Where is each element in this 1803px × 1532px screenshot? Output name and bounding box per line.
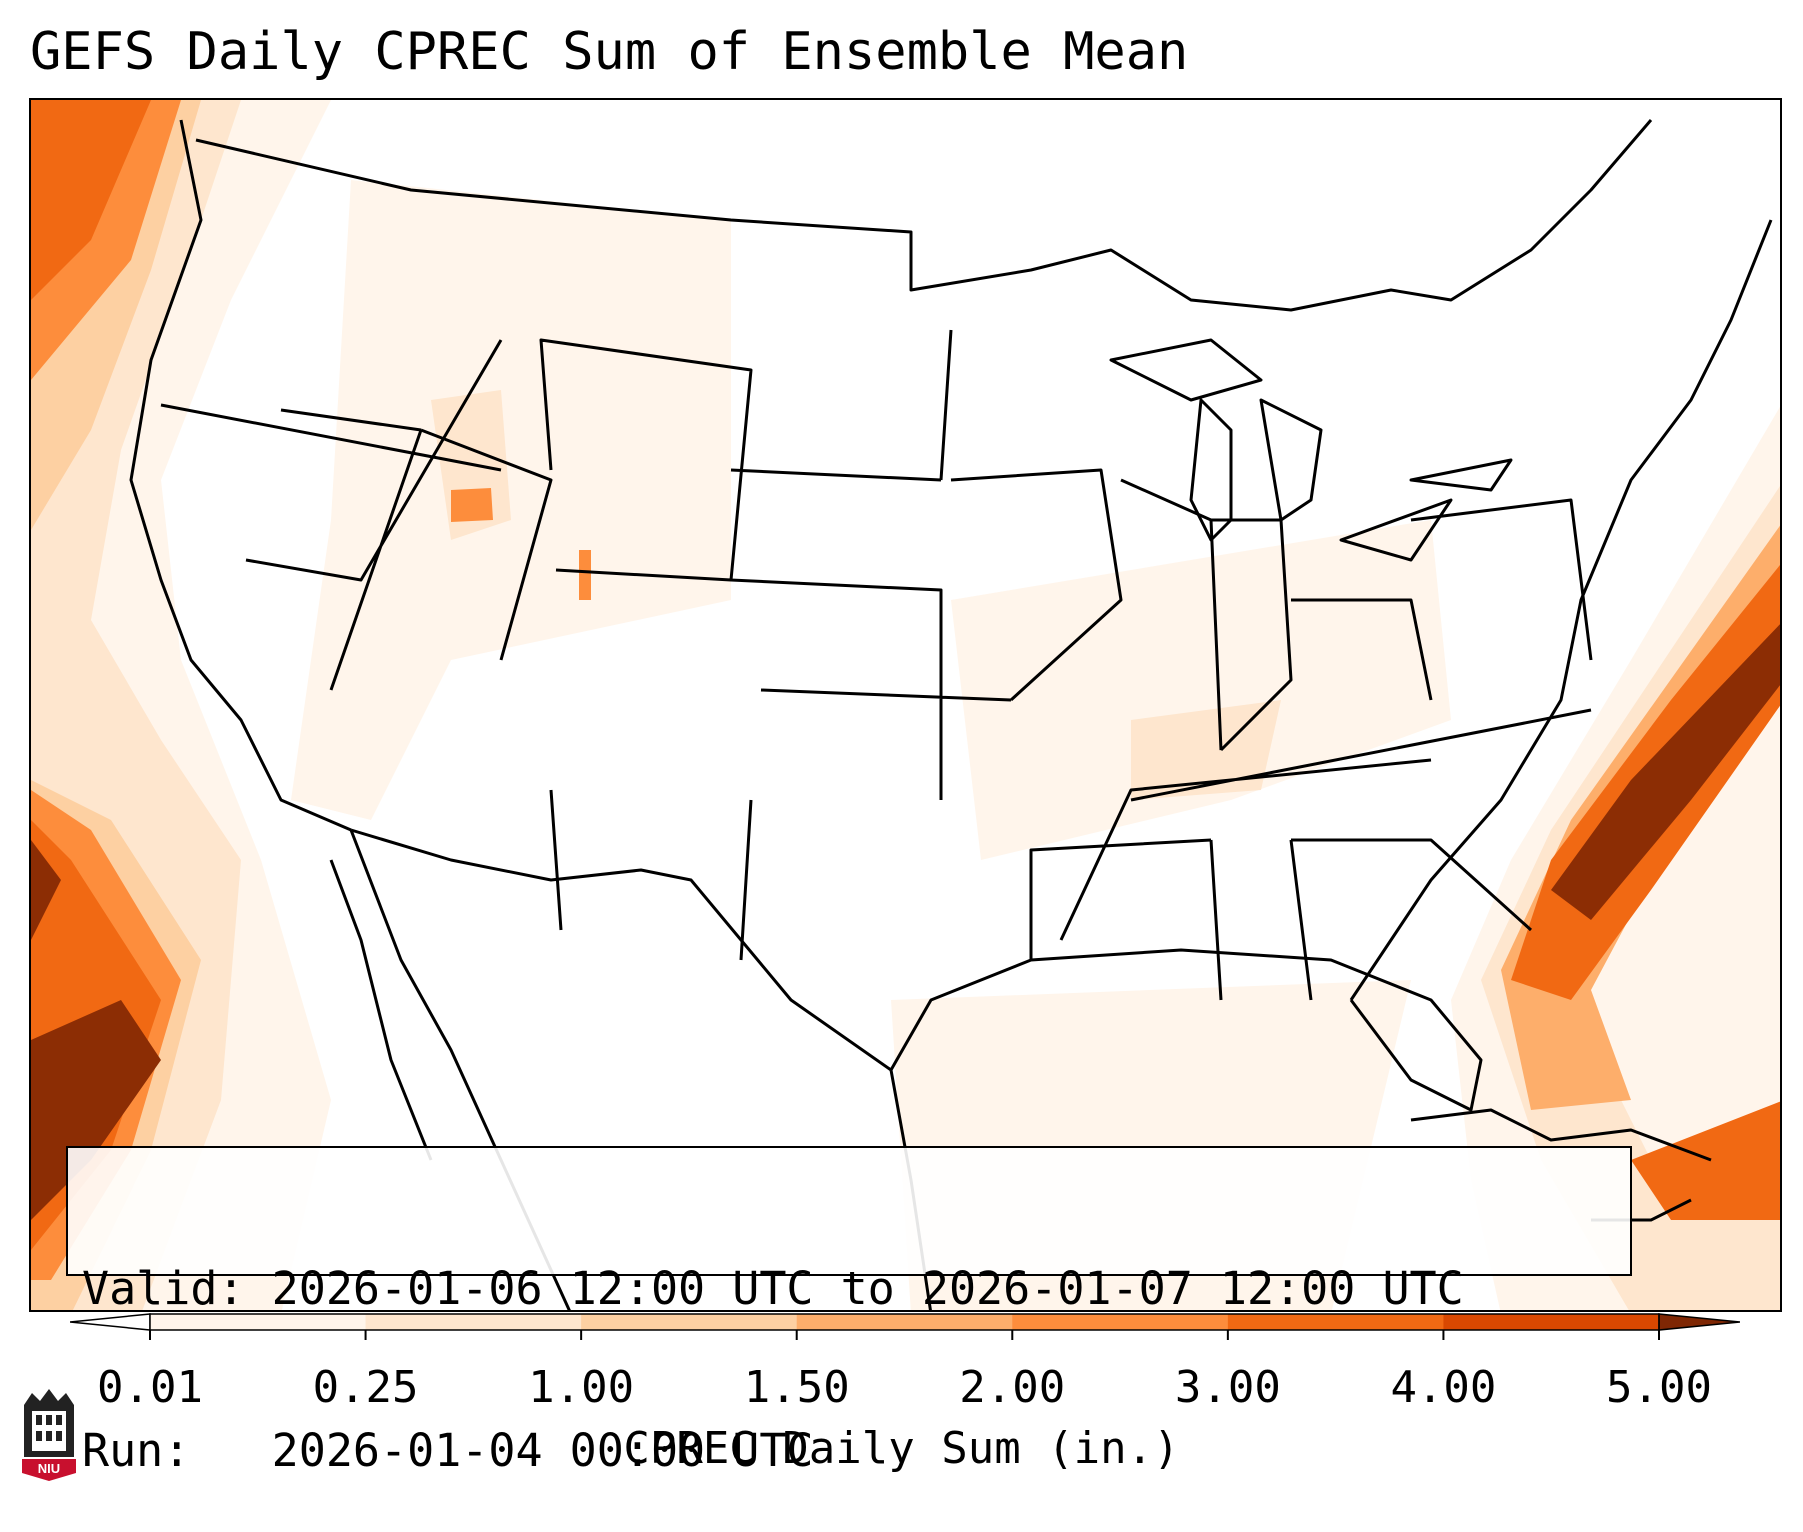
colorbar-segment [1443,1314,1660,1330]
colorbar-segment [581,1314,798,1330]
precip-shading [31,100,1780,1310]
colorbar-segment [150,1314,367,1330]
valid-label: Valid: [82,1262,245,1315]
colorbar-tick-label: 5.00 [1606,1362,1712,1413]
interior-light-shading [291,180,1451,1310]
colorbar-tick-label: 1.00 [528,1362,635,1413]
colorbar-segment [365,1314,582,1330]
colorbar-segment [1227,1314,1444,1330]
interior-moderate-shading [431,390,1281,800]
atlantic-coast [1349,219,1773,1001]
run-line: Run: 2026-01-04 00:00 UTC [82,1424,1616,1478]
colorbar-tick-label: 3.00 [1174,1362,1281,1413]
colorbar-graphic [69,1313,1741,1340]
pacific-core [31,840,161,1220]
colorbar-segment [796,1314,1013,1330]
colorbar-tick-label: 0.25 [312,1362,419,1413]
baja-peninsula [329,859,433,1161]
colorbar-over-extension [1658,1313,1741,1331]
valid-line: Valid: 2026-01-06 12:00 UTC to 2026-01-0… [82,1262,1616,1316]
pacific-coast [129,119,352,832]
map-title: GEFS Daily CPREC Sum of Ensemble Mean [30,22,1189,82]
run-label: Run: [82,1424,245,1477]
map-canvas [31,100,1780,1310]
colorbar-under-extension [69,1313,151,1331]
colorbar [69,1310,1741,1370]
run-time: 2026-01-04 00:00 UTC [271,1424,814,1477]
colorbar-label: CPREC Daily Sum (in.) [623,1423,1180,1474]
atlantic-core [1551,624,1780,920]
gulf-coast [889,948,1483,1112]
pacific-band-4 [31,100,161,1250]
colorbar-tick-label: 2.00 [959,1362,1066,1413]
us-mexico-border [350,828,892,1072]
utah-spot [451,488,591,600]
state-lines [160,329,1593,1001]
precipitation-map [29,98,1782,1312]
colorbar-tick-label: 0.01 [97,1362,203,1413]
valid-time: 2026-01-06 12:00 UTC to 2026-01-07 12:00… [271,1262,1464,1315]
great-lakes [1109,338,1513,562]
colorbar-tick-label: 1.50 [743,1362,850,1413]
logo-text: NIU [38,1461,60,1476]
colorbar-outline [149,1313,1660,1331]
colorbar-tick-label: 4.00 [1390,1362,1497,1413]
us-canada-border [195,119,1653,312]
run-info-box: Valid: 2026-01-06 12:00 UTC to 2026-01-0… [66,1146,1632,1477]
niu-logo: NIU [22,1389,76,1481]
colorbar-segment [1012,1314,1229,1330]
